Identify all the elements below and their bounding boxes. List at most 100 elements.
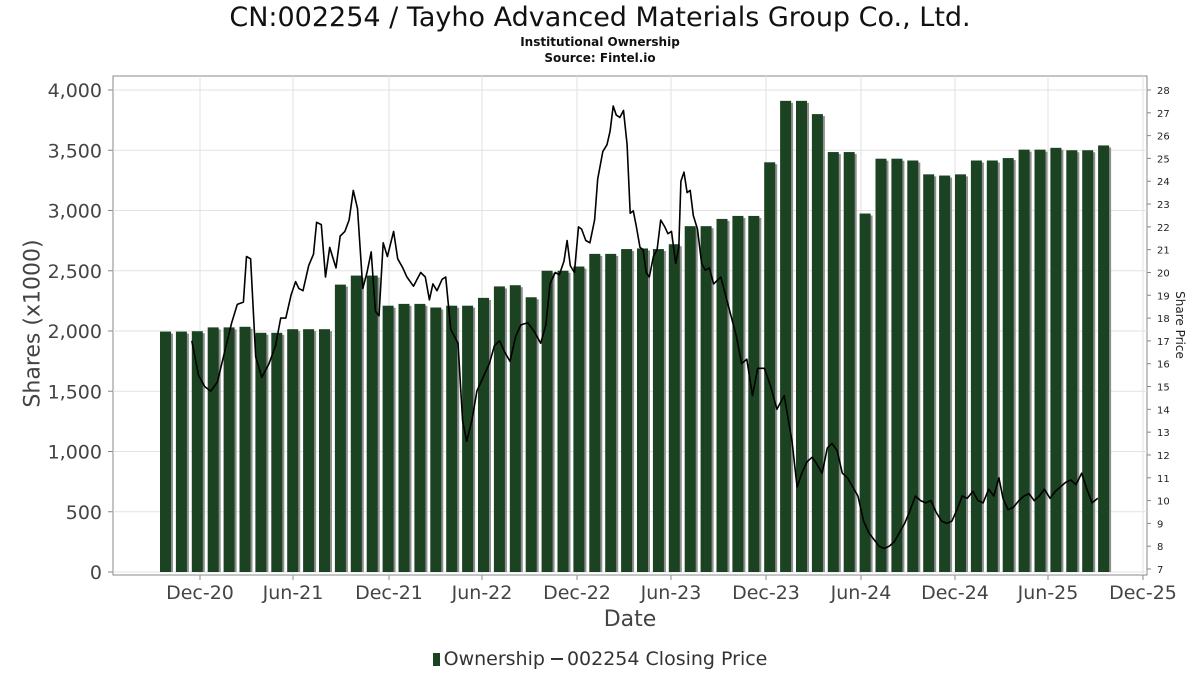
- ownership-bar: [700, 226, 712, 573]
- ownership-bar: [668, 244, 680, 573]
- ownership-bar: [366, 275, 378, 572]
- ownership-bar: [780, 100, 792, 572]
- y-tick-label: 3,500: [48, 140, 102, 162]
- ownership-bar: [684, 226, 696, 573]
- x-tick-label: Jun-23: [640, 582, 702, 604]
- x-axis-title: Date: [603, 607, 657, 632]
- y2-tick-label: 11: [1157, 474, 1170, 485]
- ownership-bar: [970, 160, 982, 572]
- ownership-bar: [652, 249, 664, 572]
- legend: Ownership 002254 Closing Price: [0, 648, 1200, 670]
- y-tick-label: 1,500: [48, 381, 102, 403]
- y-tick-label: 3,000: [48, 201, 102, 223]
- y2-tick-label: 9: [1157, 519, 1163, 530]
- y2-tick-label: 10: [1157, 497, 1170, 508]
- ownership-bar: [223, 327, 235, 572]
- ownership-bar: [191, 331, 203, 572]
- y2-tick-label: 15: [1157, 383, 1170, 394]
- y2-tick-label: 25: [1157, 154, 1170, 165]
- x-tick-label: Jun-25: [1017, 582, 1079, 604]
- ownership-bar: [891, 158, 903, 572]
- y2-tick-label: 16: [1157, 360, 1170, 371]
- ownership-bar: [319, 329, 330, 572]
- y2-tick-label: 27: [1157, 109, 1170, 120]
- ownership-bar: [303, 329, 315, 572]
- ownership-bar: [637, 248, 648, 572]
- ownership-bar: [1098, 145, 1110, 572]
- ownership-bar: [525, 297, 537, 572]
- x-tick-label: Dec-20: [166, 582, 234, 604]
- ownership-bar: [748, 215, 760, 573]
- ownership-bar: [573, 266, 585, 572]
- y2-tick-label: 26: [1157, 132, 1170, 143]
- y2-tick-label: 12: [1157, 451, 1170, 462]
- ownership-bar: [175, 331, 187, 572]
- y2-axis-title: Share Price: [1173, 291, 1187, 359]
- ownership-bar: [732, 215, 744, 573]
- ownership-bar: [398, 303, 410, 572]
- ownership-bar: [907, 160, 919, 572]
- ownership-bar: [811, 114, 823, 572]
- y-tick-label: 4,000: [48, 80, 102, 102]
- x-tick-label: Jun-22: [451, 582, 513, 604]
- ownership-bar: [1034, 149, 1046, 572]
- ownership-bar: [239, 326, 251, 572]
- ownership-bar: [334, 284, 346, 572]
- ownership-bar: [605, 253, 617, 572]
- chart-title: CN:002254 / Tayho Advanced Materials Gro…: [229, 2, 971, 33]
- legend-price-label: 002254 Closing Price: [566, 648, 768, 670]
- chart-source: Source: Fintel.io: [544, 51, 656, 65]
- ownership-bar: [923, 174, 935, 572]
- ownership-bar: [955, 174, 966, 572]
- ownership-bar: [1082, 150, 1094, 572]
- ownership-bar: [350, 275, 362, 572]
- ownership-bar: [493, 286, 505, 572]
- ownership-bar: [1002, 158, 1014, 572]
- x-tick-label: Jun-24: [830, 582, 892, 604]
- y-tick-label: 2,500: [48, 261, 102, 283]
- y-tick-label: 2,000: [48, 321, 102, 343]
- y-axis-title: Shares (x1000): [20, 239, 46, 408]
- ownership-bar: [414, 303, 426, 572]
- y2-tick-label: 24: [1157, 177, 1170, 188]
- ownership-bar: [382, 305, 394, 572]
- ownership-bar: [160, 331, 171, 572]
- ownership-bar: [557, 270, 569, 572]
- y-tick-label: 500: [66, 502, 102, 524]
- ownership-bar: [541, 270, 553, 572]
- ownership-bar: [1050, 147, 1062, 572]
- x-tick-label: Dec-21: [355, 582, 423, 604]
- legend-price-line-icon: [550, 658, 563, 660]
- ownership-bar: [207, 327, 219, 572]
- legend-ownership-swatch: [432, 653, 440, 666]
- ownership-bar: [939, 175, 951, 572]
- ownership-bar: [843, 152, 855, 572]
- ownership-bar: [621, 249, 633, 572]
- ownership-bar: [859, 213, 871, 572]
- y2-tick-label: 7: [1157, 565, 1163, 576]
- ownership-bar: [446, 305, 458, 572]
- x-tick-label: Dec-25: [1109, 582, 1177, 604]
- y2-tick-label: 22: [1157, 223, 1170, 234]
- x-tick-label: Dec-23: [732, 582, 800, 604]
- y2-tick-label: 21: [1157, 246, 1170, 257]
- y2-tick-label: 14: [1157, 405, 1170, 416]
- y2-tick-label: 17: [1157, 337, 1170, 348]
- ownership-bar: [1066, 150, 1078, 572]
- ownership-bar: [764, 162, 776, 573]
- y2-tick-label: 28: [1157, 86, 1170, 97]
- ownership-bar: [430, 307, 442, 572]
- ownership-bar: [589, 253, 601, 572]
- ownership-bar: [827, 152, 839, 572]
- y2-tick-label: 23: [1157, 200, 1170, 211]
- ownership-bar: [255, 332, 267, 572]
- y2-tick-label: 8: [1157, 542, 1163, 553]
- ownership-bar: [1018, 149, 1030, 572]
- ownership-bar: [716, 218, 728, 572]
- price-line: [191, 105, 1099, 550]
- x-tick-label: Dec-24: [921, 582, 989, 604]
- ownership-bar: [478, 297, 489, 572]
- y2-tick-label: 20: [1157, 268, 1170, 279]
